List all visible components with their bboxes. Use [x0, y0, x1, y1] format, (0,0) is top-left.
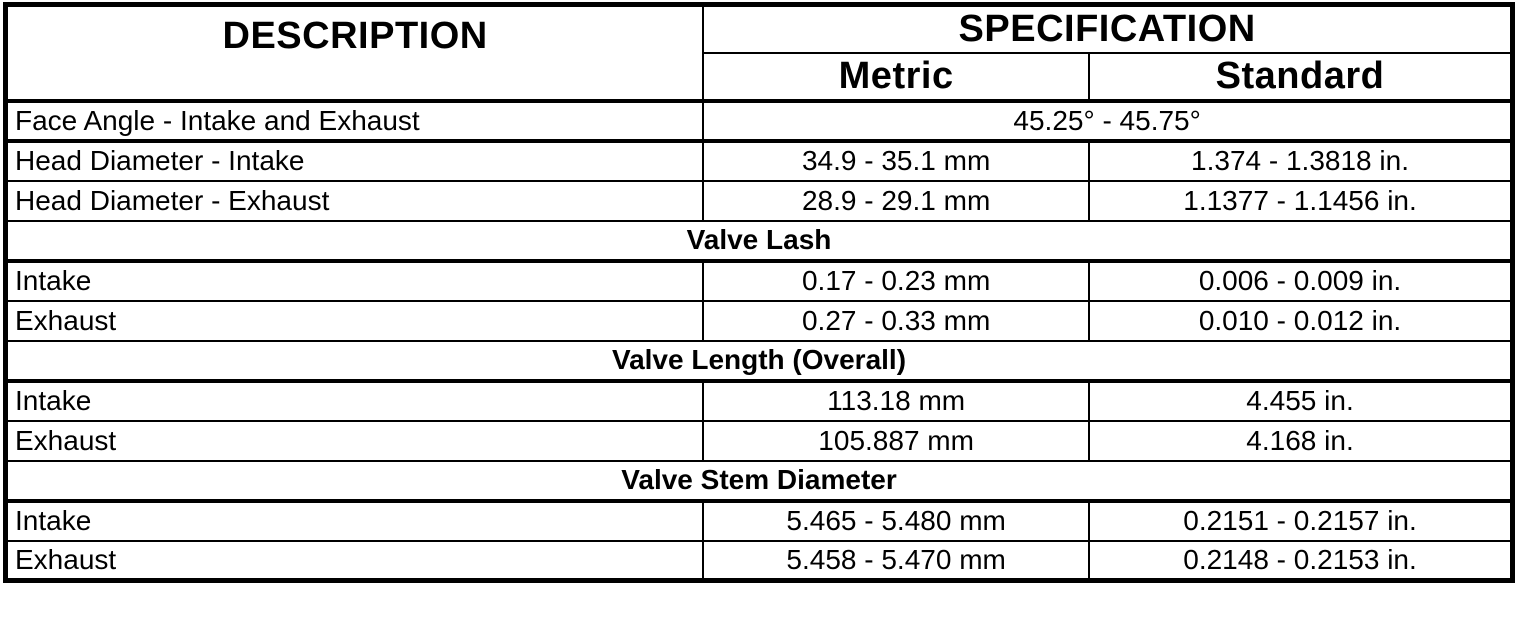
table-row-valve-lash-exhaust: Exhaust 0.27 - 0.33 mm 0.010 - 0.012 in.	[4, 299, 1514, 342]
row-metric-value: 0.27 - 0.33 mm	[702, 299, 1091, 342]
table-row-head-diameter-exhaust: Head Diameter - Exhaust 28.9 - 29.1 mm 1…	[4, 179, 1514, 222]
table-row-valve-length-intake: Intake 113.18 mm 4.455 in.	[4, 379, 1514, 422]
row-description: Exhaust	[4, 419, 705, 462]
standard-column-header: Standard	[1088, 51, 1514, 103]
description-column-header: DESCRIPTION	[4, 3, 705, 103]
row-metric-value: 5.458 - 5.470 mm	[702, 539, 1091, 582]
table-row-stem-diameter-intake: Intake 5.465 - 5.480 mm 0.2151 - 0.2157 …	[4, 499, 1514, 542]
row-standard-value: 0.2148 - 0.2153 in.	[1088, 539, 1514, 582]
metric-column-header: Metric	[702, 51, 1091, 103]
table-row-stem-diameter-exhaust: Exhaust 5.458 - 5.470 mm 0.2148 - 0.2153…	[4, 539, 1514, 582]
row-description: Intake	[4, 499, 705, 542]
row-standard-value: 1.374 - 1.3818 in.	[1088, 139, 1514, 182]
row-standard-value: 4.168 in.	[1088, 419, 1514, 462]
table-row-head-diameter-intake: Head Diameter - Intake 34.9 - 35.1 mm 1.…	[4, 139, 1514, 182]
table-row-valve-length-exhaust: Exhaust 105.887 mm 4.168 in.	[4, 419, 1514, 462]
row-description: Head Diameter - Intake	[4, 139, 705, 182]
row-standard-value: 0.010 - 0.012 in.	[1088, 299, 1514, 342]
row-standard-value: 0.006 - 0.009 in.	[1088, 259, 1514, 302]
row-standard-value: 0.2151 - 0.2157 in.	[1088, 499, 1514, 542]
row-value-combined: 45.25° - 45.75°	[702, 99, 1514, 143]
section-row-valve-stem-diameter: Valve Stem Diameter	[4, 459, 1514, 503]
row-description: Exhaust	[4, 539, 705, 582]
row-metric-value: 0.17 - 0.23 mm	[702, 259, 1091, 302]
row-metric-value: 28.9 - 29.1 mm	[702, 179, 1091, 222]
row-metric-value: 34.9 - 35.1 mm	[702, 139, 1091, 182]
valve-specifications-table: DESCRIPTION SPECIFICATION Metric Standar…	[3, 2, 1515, 583]
row-standard-value: 4.455 in.	[1088, 379, 1514, 422]
table-row-valve-lash-intake: Intake 0.17 - 0.23 mm 0.006 - 0.009 in.	[4, 259, 1514, 302]
table-row-face-angle: Face Angle - Intake and Exhaust 45.25° -…	[4, 99, 1514, 143]
section-header-label: Valve Lash	[4, 219, 1514, 263]
specification-column-header: SPECIFICATION	[702, 3, 1514, 54]
row-description: Head Diameter - Exhaust	[4, 179, 705, 222]
section-row-valve-lash: Valve Lash	[4, 219, 1514, 263]
row-metric-value: 5.465 - 5.480 mm	[702, 499, 1091, 542]
row-description: Intake	[4, 259, 705, 302]
header-row-main: DESCRIPTION SPECIFICATION	[4, 3, 1514, 103]
section-header-label: Valve Length (Overall)	[4, 339, 1514, 383]
row-description: Exhaust	[4, 299, 705, 342]
section-header-label: Valve Stem Diameter	[4, 459, 1514, 503]
row-description: Intake	[4, 379, 705, 422]
section-row-valve-length: Valve Length (Overall)	[4, 339, 1514, 383]
row-metric-value: 113.18 mm	[702, 379, 1091, 422]
row-metric-value: 105.887 mm	[702, 419, 1091, 462]
header-row-units: Metric Standard	[6, 51, 1514, 103]
row-standard-value: 1.1377 - 1.1456 in.	[1088, 179, 1514, 222]
row-description: Face Angle - Intake and Exhaust	[4, 99, 705, 143]
